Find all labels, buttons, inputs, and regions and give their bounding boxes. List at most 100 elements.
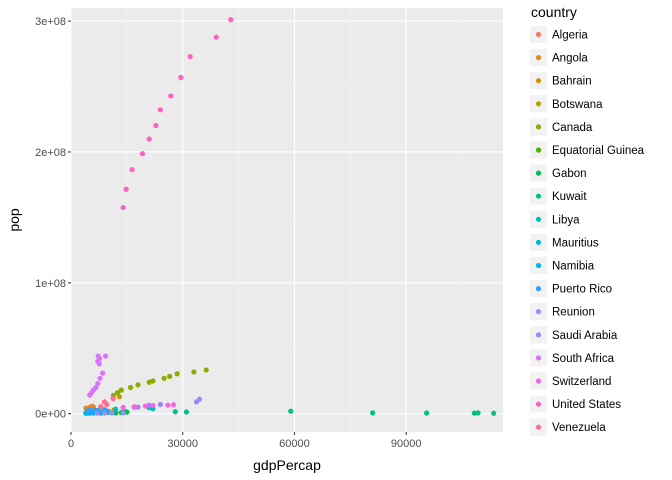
point-south-africa xyxy=(97,375,103,381)
legend-label-venezuela: Venezuela xyxy=(552,422,606,434)
point-south-africa xyxy=(100,370,106,376)
point-united-states xyxy=(123,186,129,192)
point-venezuela xyxy=(98,404,104,410)
point-canada xyxy=(191,369,197,375)
legend-label-south-africa: South Africa xyxy=(552,353,615,365)
point-venezuela xyxy=(110,396,116,402)
panel-background xyxy=(71,8,503,432)
legend-swatch-kuwait xyxy=(535,193,542,199)
y-tick-label: 2e+08 xyxy=(35,147,66,159)
legend-swatch-switzerland xyxy=(535,378,542,384)
legend-swatch-mauritius xyxy=(535,239,542,245)
point-switzerland xyxy=(165,402,171,408)
legend-label-saudi-arabia: Saudi Arabia xyxy=(552,330,618,342)
point-venezuela xyxy=(101,399,108,405)
point-kuwait xyxy=(288,408,294,414)
legend-swatch-gabon xyxy=(535,170,542,176)
point-canada xyxy=(135,382,141,388)
y-axis-title: pop xyxy=(6,208,22,232)
y-tick-label: 3e+08 xyxy=(35,16,66,28)
legend-label-libya: Libya xyxy=(552,214,580,226)
x-tick-label: 0 xyxy=(68,438,74,450)
point-united-states xyxy=(129,167,135,173)
legend-swatch-bahrain xyxy=(535,78,542,84)
legend: Algeria Angola Bahrain Botswana Canada Equato… xyxy=(530,26,645,436)
legend-label-algeria: Algeria xyxy=(552,30,588,42)
y-tick-label: 0e+00 xyxy=(35,409,66,421)
point-saudi-arabia xyxy=(157,401,163,408)
legend-title: country xyxy=(531,4,577,20)
legend-swatch-reunion xyxy=(535,309,542,315)
point-puerto-rico xyxy=(87,407,93,414)
point-canada xyxy=(127,384,134,391)
point-reunion xyxy=(109,410,115,416)
legend-label-united-states: United States xyxy=(552,399,621,411)
legend-label-canada: Canada xyxy=(552,122,593,134)
gridlines xyxy=(70,8,503,432)
point-kuwait xyxy=(471,410,477,416)
point-kuwait xyxy=(424,410,430,416)
point-south-africa xyxy=(103,353,109,359)
point-united-states xyxy=(168,93,174,99)
y-axis: 0e+00 1e+08 2e+08 3e+08 xyxy=(35,16,71,421)
point-kuwait xyxy=(183,409,190,415)
legend-swatch-puerto-rico xyxy=(535,286,542,292)
point-united-states xyxy=(178,74,184,81)
legend-swatch-libya xyxy=(535,216,542,222)
x-tick-label: 30000 xyxy=(167,438,198,450)
x-axis: 0 30000 60000 90000 xyxy=(68,432,422,450)
point-south-africa xyxy=(95,353,101,359)
legend-swatch-angola xyxy=(535,55,542,61)
point-united-states xyxy=(228,17,234,23)
point-united-states xyxy=(153,122,159,129)
point-canada xyxy=(167,373,173,379)
x-axis-title: gdpPercap xyxy=(253,457,321,473)
point-switzerland xyxy=(142,403,149,409)
point-reunion xyxy=(101,410,108,416)
point-angola xyxy=(90,403,96,409)
legend-label-kuwait: Kuwait xyxy=(552,191,587,203)
legend-label-mauritius: Mauritius xyxy=(552,237,599,249)
legend-swatch-venezuela xyxy=(535,424,542,430)
legend-label-gabon: Gabon xyxy=(552,168,587,180)
point-reunion xyxy=(94,410,100,416)
point-switzerland xyxy=(170,402,177,408)
legend-label-puerto-rico: Puerto Rico xyxy=(552,284,612,296)
legend-label-botswana: Botswana xyxy=(552,99,603,111)
point-south-africa xyxy=(93,384,99,391)
point-kuwait xyxy=(475,410,481,416)
point-canada xyxy=(150,378,156,384)
point-canada xyxy=(161,375,167,381)
point-canada xyxy=(114,390,121,396)
legend-label-angola: Angola xyxy=(552,53,588,65)
y-tick-label: 1e+08 xyxy=(35,278,66,290)
legend-swatch-south-africa xyxy=(535,355,542,361)
point-saudi-arabia xyxy=(196,396,203,402)
point-south-africa xyxy=(95,380,101,387)
point-united-states xyxy=(146,136,152,142)
point-united-states xyxy=(157,107,163,113)
legend-label-reunion: Reunion xyxy=(552,307,595,319)
point-switzerland xyxy=(131,404,137,410)
legend-swatch-namibia xyxy=(535,262,542,269)
point-libya xyxy=(113,406,119,412)
x-tick-label: 60000 xyxy=(279,438,310,450)
point-bahrain xyxy=(116,394,123,400)
legend-swatch-botswana xyxy=(535,101,542,107)
point-canada xyxy=(118,387,124,393)
point-reunion xyxy=(120,410,126,416)
point-canada xyxy=(203,367,209,373)
legend-swatch-equatorial-guinea xyxy=(535,147,542,153)
x-tick-label: 90000 xyxy=(391,438,422,450)
data-points xyxy=(83,17,497,416)
point-switzerland xyxy=(150,402,156,409)
point-kuwait xyxy=(491,410,497,416)
legend-swatch-saudi-arabia xyxy=(535,332,542,338)
legend-label-bahrain: Bahrain xyxy=(552,76,592,88)
point-united-states xyxy=(213,34,219,40)
point-canada xyxy=(174,371,180,377)
point-gabon xyxy=(113,410,119,416)
point-kuwait xyxy=(370,410,376,416)
point-united-states xyxy=(187,53,193,60)
